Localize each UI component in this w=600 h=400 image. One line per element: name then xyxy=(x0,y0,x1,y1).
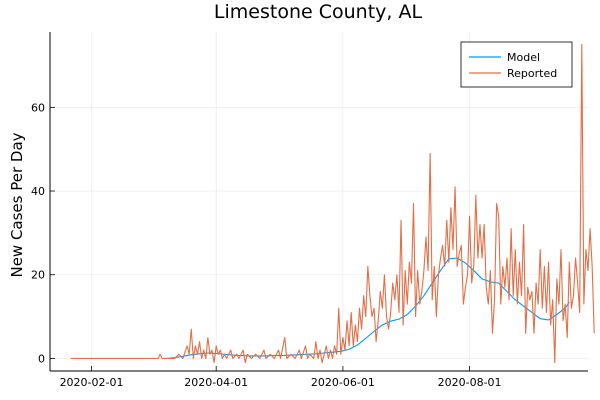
series-group xyxy=(70,44,595,364)
series-line-reported xyxy=(70,44,595,364)
legend: Model Reported xyxy=(460,41,573,88)
x-tick-label: 2020-02-01 xyxy=(60,376,124,389)
series-line-model xyxy=(166,257,570,359)
grid xyxy=(50,32,588,371)
tick-labels: 2020-02-01 2020-04-01 2020-06-01 2020-08-01… xyxy=(31,101,502,389)
legend-label-reported: Reported xyxy=(507,67,557,80)
y-tick-label: 60 xyxy=(31,101,45,114)
axes xyxy=(49,32,588,372)
y-tick-label: 0 xyxy=(38,352,45,365)
y-tick-label: 20 xyxy=(31,269,45,282)
legend-label-model: Model xyxy=(507,51,540,64)
legend-box xyxy=(460,41,573,88)
y-tick-label: 40 xyxy=(31,185,45,198)
x-tick-label: 2020-06-01 xyxy=(311,376,375,389)
y-axis-label: New Cases Per Day xyxy=(8,132,26,277)
x-tick-label: 2020-04-01 xyxy=(184,376,248,389)
x-tick-label: 2020-08-01 xyxy=(438,376,502,389)
chart-title: Limestone County, AL xyxy=(214,1,423,23)
